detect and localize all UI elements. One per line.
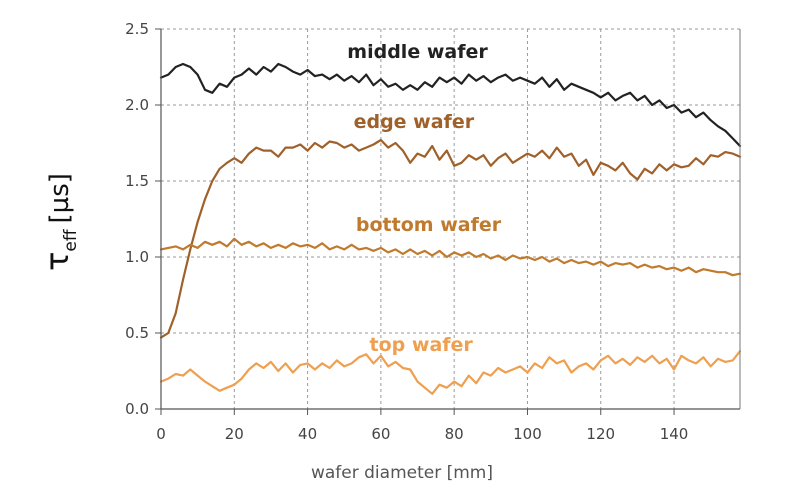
- series-line-top-wafer: [159, 350, 742, 395]
- series-line-bottom-wafer: [159, 237, 742, 277]
- x-tick-label: 20: [225, 425, 244, 443]
- grid-lines: [161, 28, 740, 409]
- y-tick-label: 2.0: [125, 96, 149, 114]
- y-tick-label: 2.5: [125, 20, 149, 38]
- x-tick-label: 100: [513, 425, 542, 443]
- x-axis-ticks: 0 20 40 60 80 100 120 140: [156, 425, 688, 443]
- y-tick-label: 1.0: [125, 248, 149, 266]
- svg-text:τeff[µs]: τeff [µs]: [38, 173, 81, 271]
- axes: [155, 28, 741, 415]
- x-tick-label: 40: [298, 425, 317, 443]
- y-tick-label: 1.5: [125, 172, 149, 190]
- y-tick-label: 0.0: [125, 400, 149, 418]
- x-tick-label: 120: [586, 425, 615, 443]
- x-tick-label: 80: [445, 425, 464, 443]
- series-label-bottom-wafer: bottom wafer: [356, 214, 502, 236]
- series-label-middle-wafer: middle wafer: [347, 41, 488, 63]
- y-axis-ticks: 0.0 0.5 1.0 1.5 2.0 2.5: [125, 20, 149, 418]
- series-line-edge-wafer: [159, 138, 742, 339]
- series-label-top-wafer: top wafer: [370, 334, 474, 356]
- series-label-edge-wafer: edge wafer: [354, 111, 475, 133]
- y-tick-label: 0.5: [125, 324, 149, 342]
- x-tick-label: 60: [371, 425, 390, 443]
- series-annotations: middle wafer edge wafer bottom wafer top wa…: [347, 41, 501, 356]
- y-axis-label-subscript: eff: [61, 228, 81, 251]
- series-layer: [159, 62, 742, 395]
- x-tick-label: 0: [156, 425, 166, 443]
- x-axis-label: wafer diameter [mm]: [311, 463, 493, 483]
- y-axis-label-unit: [µs]: [45, 173, 75, 223]
- y-axis-label: τeff [µs]: [38, 173, 81, 271]
- y-axis-label-symbol: τ: [38, 252, 76, 271]
- series-line-middle-wafer: [159, 62, 742, 148]
- x-tick-label: 140: [660, 425, 689, 443]
